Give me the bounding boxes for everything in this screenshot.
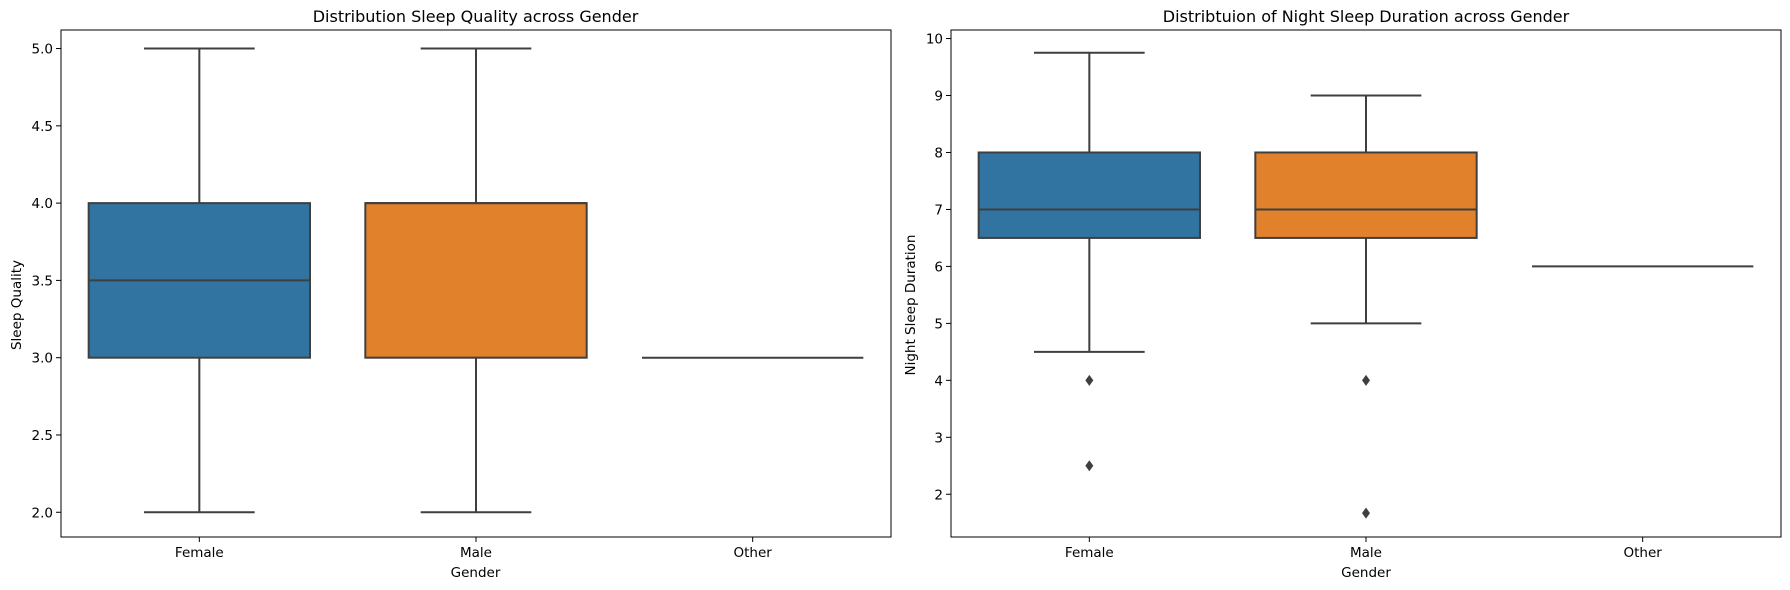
box-male	[364, 47, 588, 514]
y-tick-label: 4.5	[32, 119, 53, 135]
outlier-point	[1362, 507, 1370, 519]
y-axis-label: Sleep Quality	[9, 260, 25, 350]
y-tick-label: 4.0	[32, 196, 53, 212]
y-tick-label: 2.5	[32, 428, 53, 444]
x-axis-label: Gender	[451, 565, 501, 581]
x-tick-label: Male	[460, 545, 492, 561]
outlier-point	[1085, 460, 1094, 472]
subplot-sleep-quality: Distribution Sleep Quality across Gender…	[9, 7, 892, 581]
y-tick-label: 7	[934, 202, 943, 218]
y-tick-label: 3.5	[32, 273, 53, 289]
y-axis-label: Night Sleep Duration	[903, 235, 919, 376]
y-tick-label: 8	[934, 145, 943, 161]
outlier-point	[1362, 374, 1370, 386]
y-tick-label: 2.0	[32, 505, 53, 521]
box-female	[87, 47, 311, 514]
outlier-point	[1085, 374, 1094, 386]
x-tick-label: Male	[1350, 545, 1382, 561]
box-body	[364, 202, 588, 359]
y-tick-label: 9	[934, 89, 943, 105]
chart-title: Distribution Sleep Quality across Gender	[313, 7, 639, 26]
y-tick-label: 5	[934, 316, 943, 332]
subplot-night-sleep-duration: Distribtuion of Night Sleep Duration acr…	[903, 7, 1782, 581]
y-tick-label: 3	[934, 430, 943, 446]
box-body	[1254, 151, 1478, 239]
y-tick-label: 4	[934, 373, 943, 389]
x-tick-label: Female	[175, 545, 224, 561]
y-tick-label: 2	[934, 487, 943, 503]
box-body	[977, 151, 1202, 239]
y-tick-label: 6	[934, 259, 943, 275]
y-tick-label: 10	[926, 32, 943, 48]
box-male	[1254, 94, 1478, 519]
plot-area: 2.0 2.5 3.0 3.5 4.0 4.5 5.0 Female Male Other	[32, 29, 892, 561]
y-tick-label: 3.0	[32, 351, 53, 367]
x-tick-label: Other	[733, 545, 772, 561]
x-axis-label: Gender	[1341, 565, 1391, 581]
plot-area: 2 3 4 5 6 7 8 9 10 Female Male Other	[926, 29, 1782, 561]
x-tick-label: Female	[1065, 545, 1114, 561]
chart-title: Distribtuion of Night Sleep Duration acr…	[1163, 7, 1570, 26]
x-tick-label: Other	[1623, 545, 1662, 561]
box-female	[977, 51, 1202, 472]
y-tick-label: 5.0	[32, 42, 53, 58]
